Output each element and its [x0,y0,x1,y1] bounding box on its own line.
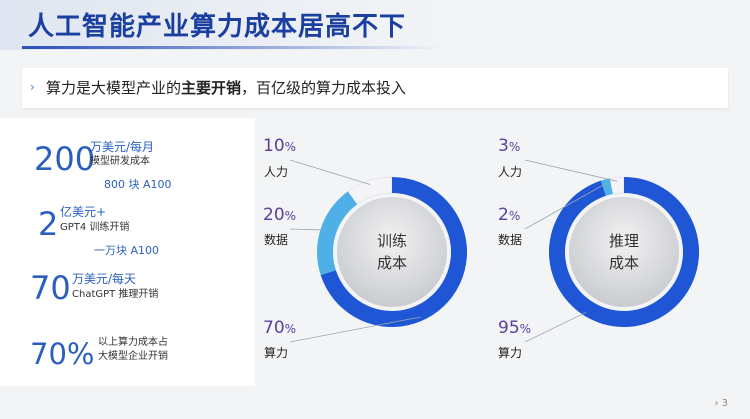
stat-unit: 万美元/每天 [72,272,137,286]
stat-number: 70% [30,337,95,371]
page-number: › 3 [714,398,728,409]
percent-label: 2% [498,205,521,225]
subtitle-emphasis: 主要开销 [181,79,242,97]
subtitle-suffix: ，百亿级的算力成本投入 [241,79,407,97]
stat-number: 200 [34,140,96,178]
percent-label: 70% [263,318,297,338]
leader-line [289,159,371,185]
donut-center-label: 训练 [377,232,407,250]
subtitle-prefix: 算力是大模型产业的 [46,79,182,97]
stat-number: 2 [38,205,59,243]
subtitle-box [22,68,728,108]
stat-desc: 大模型企业开销 [98,351,168,362]
segment-label: 算力 [264,346,289,360]
title-bar [0,0,750,50]
stat-unit: 万美元/每月 [90,140,155,154]
chevron-right-icon: › [30,80,35,94]
leader-line [524,182,607,230]
segment-label: 人力 [264,165,289,179]
percent-label: 3% [498,136,521,156]
donut-center [337,197,447,307]
page-title: 人工智能产业算力成本居高不下 [28,12,407,42]
stat-desc: 模型研发成本 [90,156,150,167]
stat-desc: ChatGPT 推理开销 [72,289,159,300]
donut-segment [600,178,613,196]
segment-label: 数据 [498,233,523,247]
stat-unit: 亿美元+ [60,205,107,219]
segment-label: 算力 [498,346,523,360]
stat-desc: 以上算力成本占 [98,337,168,348]
donut-center [569,197,679,307]
leader-line [524,311,587,343]
segment-label: 人力 [498,165,523,179]
stat-number: 70 [30,269,71,307]
stats-panel [0,118,255,386]
subtitle: 算力是大模型产业的主要开销，百亿级的算力成本投入 [46,77,406,98]
percent-label: 95% [498,318,532,338]
donut-center-label: 成本 [377,254,407,272]
leader-line [289,228,325,231]
donut-center-label: 成本 [609,254,639,272]
percent-label: 20% [263,205,297,225]
stat-desc: GPT4 训练开销 [60,222,130,233]
segment-label: 数据 [264,233,289,247]
stat-sub: 800 块 A100 [104,178,172,191]
leader-line [289,316,421,343]
stat-sub: 一万块 A100 [94,244,160,257]
percent-label: 10% [263,136,297,156]
donut-center-label: 推理 [609,232,639,250]
leader-line [524,159,618,182]
donut-segment [317,191,358,276]
title-underline [22,46,442,49]
